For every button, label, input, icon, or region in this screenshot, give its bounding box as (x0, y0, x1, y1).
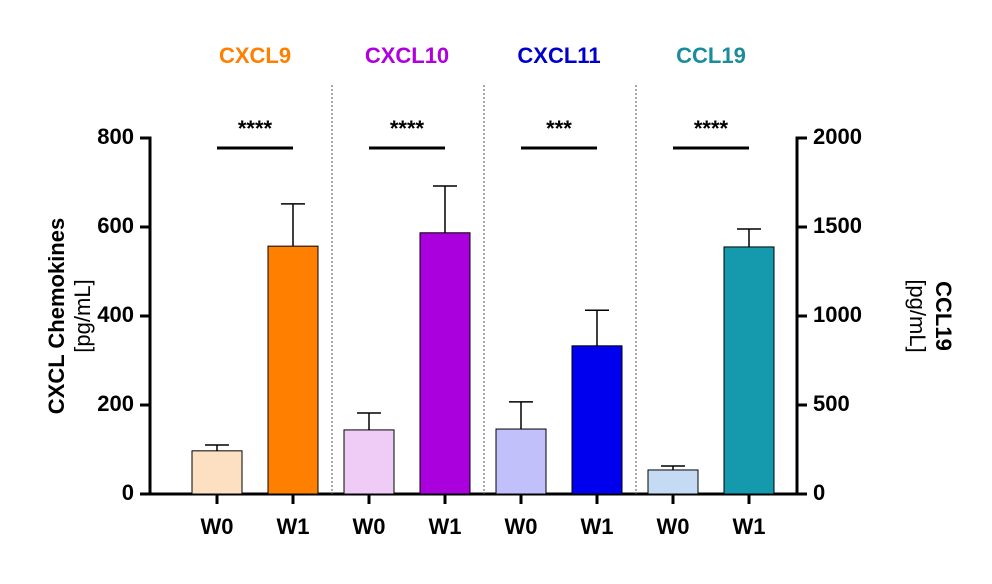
y2-axis-unit: [pg/mL] (905, 279, 930, 352)
y2-tick-label: 1500 (813, 213, 862, 238)
bar (571, 345, 623, 495)
significance-label: *** (546, 116, 572, 141)
group-title: CXCL10 (365, 43, 449, 68)
x-tick-label: W0 (657, 514, 690, 539)
x-tick-label: W0 (353, 514, 386, 539)
group-title: CCL19 (676, 43, 746, 68)
significance-label: **** (238, 116, 273, 141)
y-tick-label: 600 (97, 213, 134, 238)
bar (495, 428, 547, 495)
bar (343, 429, 395, 495)
bar (267, 245, 319, 495)
x-tick-label: W0 (201, 514, 234, 539)
x-tick-label: W0 (505, 514, 538, 539)
y2-tick-label: 0 (813, 480, 825, 505)
y2-tick-label: 1000 (813, 302, 862, 327)
y2-tick-label: 500 (813, 391, 850, 416)
y2-axis-label: CCL19 (931, 281, 956, 351)
y-axis-unit: [pg/mL] (70, 279, 95, 352)
group-title: CXCL11 (517, 43, 600, 68)
bar (191, 450, 243, 495)
x-tick-label: W1 (733, 514, 766, 539)
bar (723, 246, 775, 495)
y-tick-label: 200 (97, 391, 134, 416)
bar (647, 469, 699, 495)
bar (419, 232, 471, 495)
y-tick-label: 400 (97, 302, 134, 327)
x-tick-label: W1 (581, 514, 614, 539)
x-tick-label: W1 (277, 514, 310, 539)
significance-label: **** (694, 116, 729, 141)
y2-tick-label: 2000 (813, 124, 862, 149)
y-axis-label: CXCL Chemokines (44, 218, 69, 414)
y-tick-label: 0 (122, 480, 134, 505)
group-title: CXCL9 (219, 43, 291, 68)
x-tick-label: W1 (429, 514, 462, 539)
significance-label: **** (390, 116, 425, 141)
y-tick-label: 800 (97, 124, 134, 149)
